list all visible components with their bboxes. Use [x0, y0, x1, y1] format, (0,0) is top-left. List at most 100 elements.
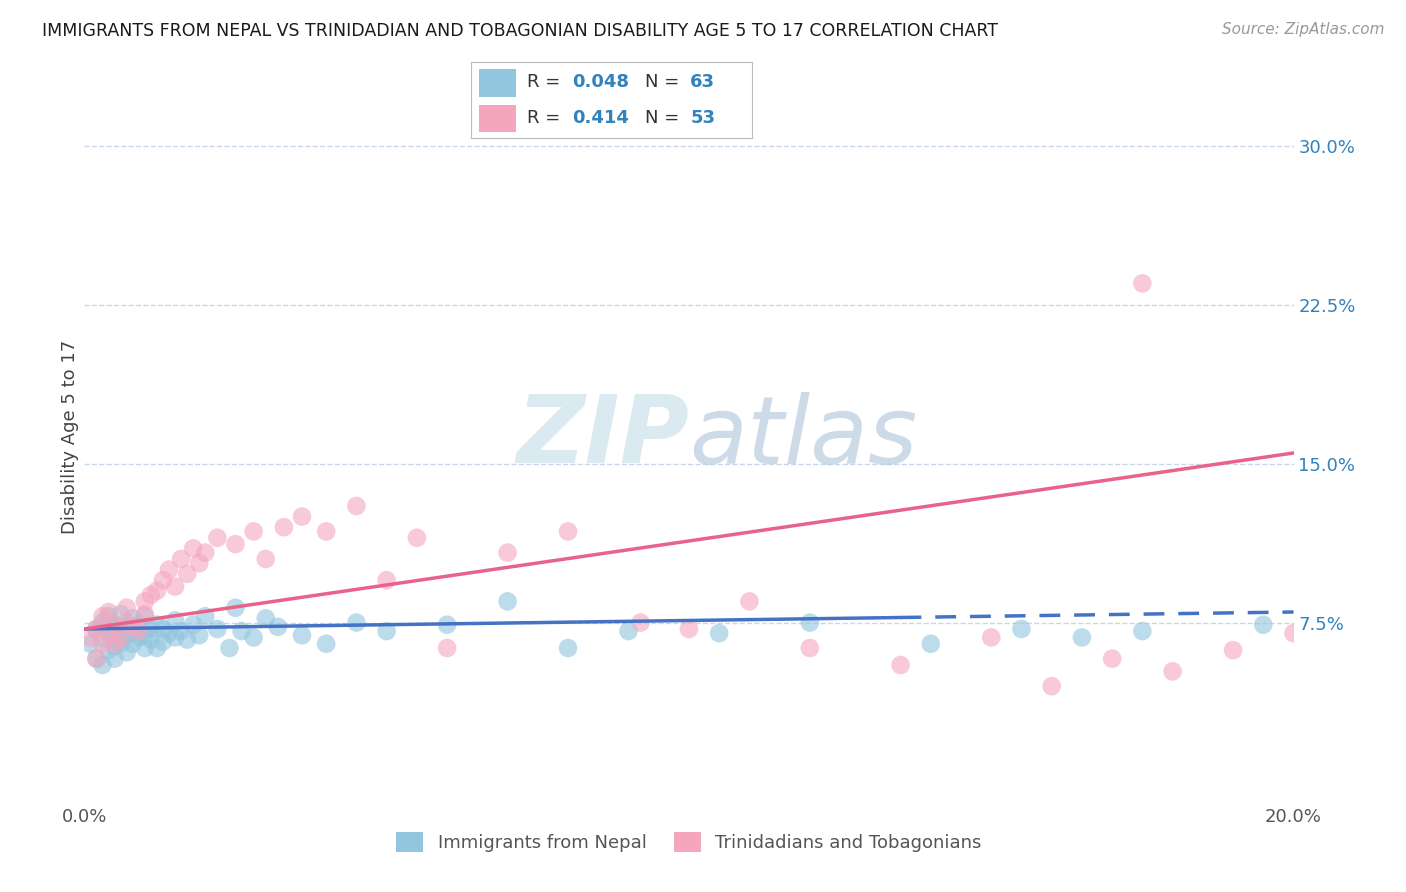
Point [86, 651, 108, 665]
Point [134, 607, 156, 621]
Point [104, 617, 127, 632]
Point [121, 620, 143, 634]
Point [170, 624, 193, 638]
Point [139, 622, 162, 636]
Point [242, 524, 264, 539]
Point [104, 637, 127, 651]
Text: ZIP: ZIP [516, 391, 689, 483]
Point [980, 631, 1002, 645]
Point [176, 566, 198, 581]
Point [1101, 651, 1123, 665]
Point [134, 628, 156, 642]
Point [134, 594, 156, 608]
Bar [479, 105, 516, 132]
Point [86, 651, 108, 665]
Point [121, 611, 143, 625]
Point [225, 537, 247, 551]
Point [152, 573, 174, 587]
Point [346, 615, 368, 630]
Point [1011, 622, 1033, 636]
Point [1222, 643, 1244, 657]
Point [1282, 626, 1305, 640]
Point [110, 631, 132, 645]
Point [225, 600, 247, 615]
Point [86, 622, 108, 636]
Point [496, 546, 519, 560]
Point [104, 631, 127, 645]
Text: R =: R = [527, 109, 567, 127]
Point [267, 620, 290, 634]
Point [97, 609, 120, 624]
Point [557, 640, 579, 655]
Point [436, 617, 458, 632]
Point [115, 600, 138, 615]
Point [115, 645, 138, 659]
Point [181, 541, 204, 556]
Point [115, 615, 138, 630]
Point [97, 626, 120, 640]
Point [496, 594, 519, 608]
Point [799, 615, 821, 630]
Text: R =: R = [527, 73, 567, 91]
Point [134, 609, 156, 624]
Point [91, 615, 114, 630]
Point [1040, 679, 1063, 693]
Point [157, 626, 180, 640]
Point [110, 637, 132, 651]
Point [97, 624, 120, 638]
Point [91, 658, 114, 673]
Point [146, 583, 169, 598]
Point [254, 552, 277, 566]
Point [194, 609, 217, 624]
Point [630, 615, 652, 630]
Point [165, 614, 187, 628]
Point [121, 637, 143, 651]
Point [1253, 617, 1275, 632]
Point [254, 611, 277, 625]
Point [291, 628, 314, 642]
Point [128, 624, 150, 638]
Point [146, 617, 169, 632]
Point [165, 631, 187, 645]
Point [104, 651, 127, 665]
Text: 63: 63 [690, 73, 716, 91]
Y-axis label: Disability Age 5 to 17: Disability Age 5 to 17 [62, 340, 80, 534]
Point [110, 624, 132, 638]
Text: N =: N = [645, 109, 685, 127]
Point [1130, 624, 1153, 638]
Point [115, 628, 138, 642]
Point [1071, 631, 1094, 645]
Text: Source: ZipAtlas.com: Source: ZipAtlas.com [1222, 22, 1385, 37]
Point [207, 531, 229, 545]
Point [128, 631, 150, 645]
Point [617, 624, 640, 638]
Point [1343, 665, 1365, 679]
Point [375, 624, 398, 638]
Text: IMMIGRANTS FROM NEPAL VS TRINIDADIAN AND TOBAGONIAN DISABILITY AGE 5 TO 17 CORRE: IMMIGRANTS FROM NEPAL VS TRINIDADIAN AND… [42, 22, 998, 40]
Point [1161, 665, 1184, 679]
Point [104, 617, 127, 632]
Point [406, 531, 429, 545]
Point [128, 617, 150, 632]
Point [188, 628, 211, 642]
Point [207, 622, 229, 636]
Point [181, 617, 204, 632]
Point [170, 552, 193, 566]
Point [799, 640, 821, 655]
Point [97, 643, 120, 657]
Point [139, 632, 162, 647]
Point [165, 580, 187, 594]
Point [110, 607, 132, 621]
Point [79, 637, 101, 651]
Point [709, 626, 731, 640]
Point [738, 594, 761, 608]
Point [134, 640, 156, 655]
Point [242, 631, 264, 645]
Point [121, 626, 143, 640]
Point [557, 524, 579, 539]
Point [139, 588, 162, 602]
Point [188, 556, 211, 570]
Point [1130, 277, 1153, 291]
Point [86, 622, 108, 636]
Point [104, 639, 127, 653]
